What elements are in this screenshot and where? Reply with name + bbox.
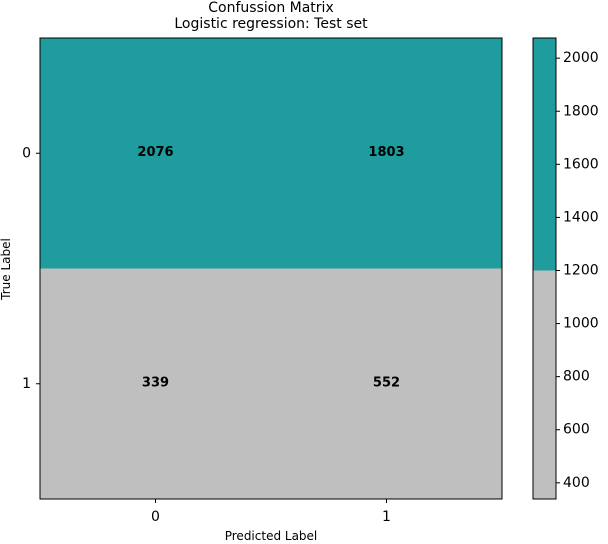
chart-subtitle: Logistic regression: Test set (174, 16, 368, 32)
y-tick-label-0: 0 (22, 145, 31, 161)
colorbar-tick-label-4: 1200 (563, 262, 599, 278)
chart-title: Confussion Matrix (208, 0, 333, 16)
x-axis-label: Predicted Label (225, 529, 318, 543)
heatmap-cell-1-0 (40, 268, 271, 499)
colorbar-tick-label-3: 1000 (563, 316, 599, 332)
cell-value-label-1-1: 552 (373, 375, 400, 390)
y-axis-label: True Label (0, 238, 13, 301)
colorbar-tick-label-1: 600 (563, 422, 590, 438)
colorbar-tick-label-6: 1600 (563, 156, 599, 172)
heatmap-cell-labels: 2076 1803 339 552 (137, 145, 404, 391)
colorbar: 400 600 800 1000 1200 1400 1600 1800 2000 (532, 37, 599, 500)
colorbar-tick-label-8: 2000 (563, 50, 599, 66)
colorbar-segment-high (533, 38, 556, 271)
colorbar-tick-label-0: 400 (563, 475, 590, 491)
cell-value-label-1-0: 339 (142, 375, 169, 390)
y-tick-label-1: 1 (22, 376, 31, 392)
colorbar-segment-low (533, 270, 556, 499)
x-tick-label-0: 0 (151, 509, 160, 525)
heatmap-cell-0-1 (271, 38, 502, 269)
heatmap-cells (40, 38, 502, 499)
colorbar-tick-label-7: 1800 (563, 103, 599, 119)
heatmap-cell-1-1 (271, 268, 502, 499)
colorbar-frame (532, 37, 557, 500)
x-tick-label-1: 1 (382, 509, 391, 525)
plot-frame (39, 37, 503, 500)
y-axis-ticks: 01 (22, 145, 40, 392)
cell-value-label-0-1: 1803 (368, 145, 404, 160)
heatmap-cell-0-0 (40, 38, 271, 269)
cell-value-label-0-0: 2076 (137, 145, 173, 160)
colorbar-tick-label-2: 800 (563, 369, 590, 385)
colorbar-tick-label-5: 1400 (563, 209, 599, 225)
